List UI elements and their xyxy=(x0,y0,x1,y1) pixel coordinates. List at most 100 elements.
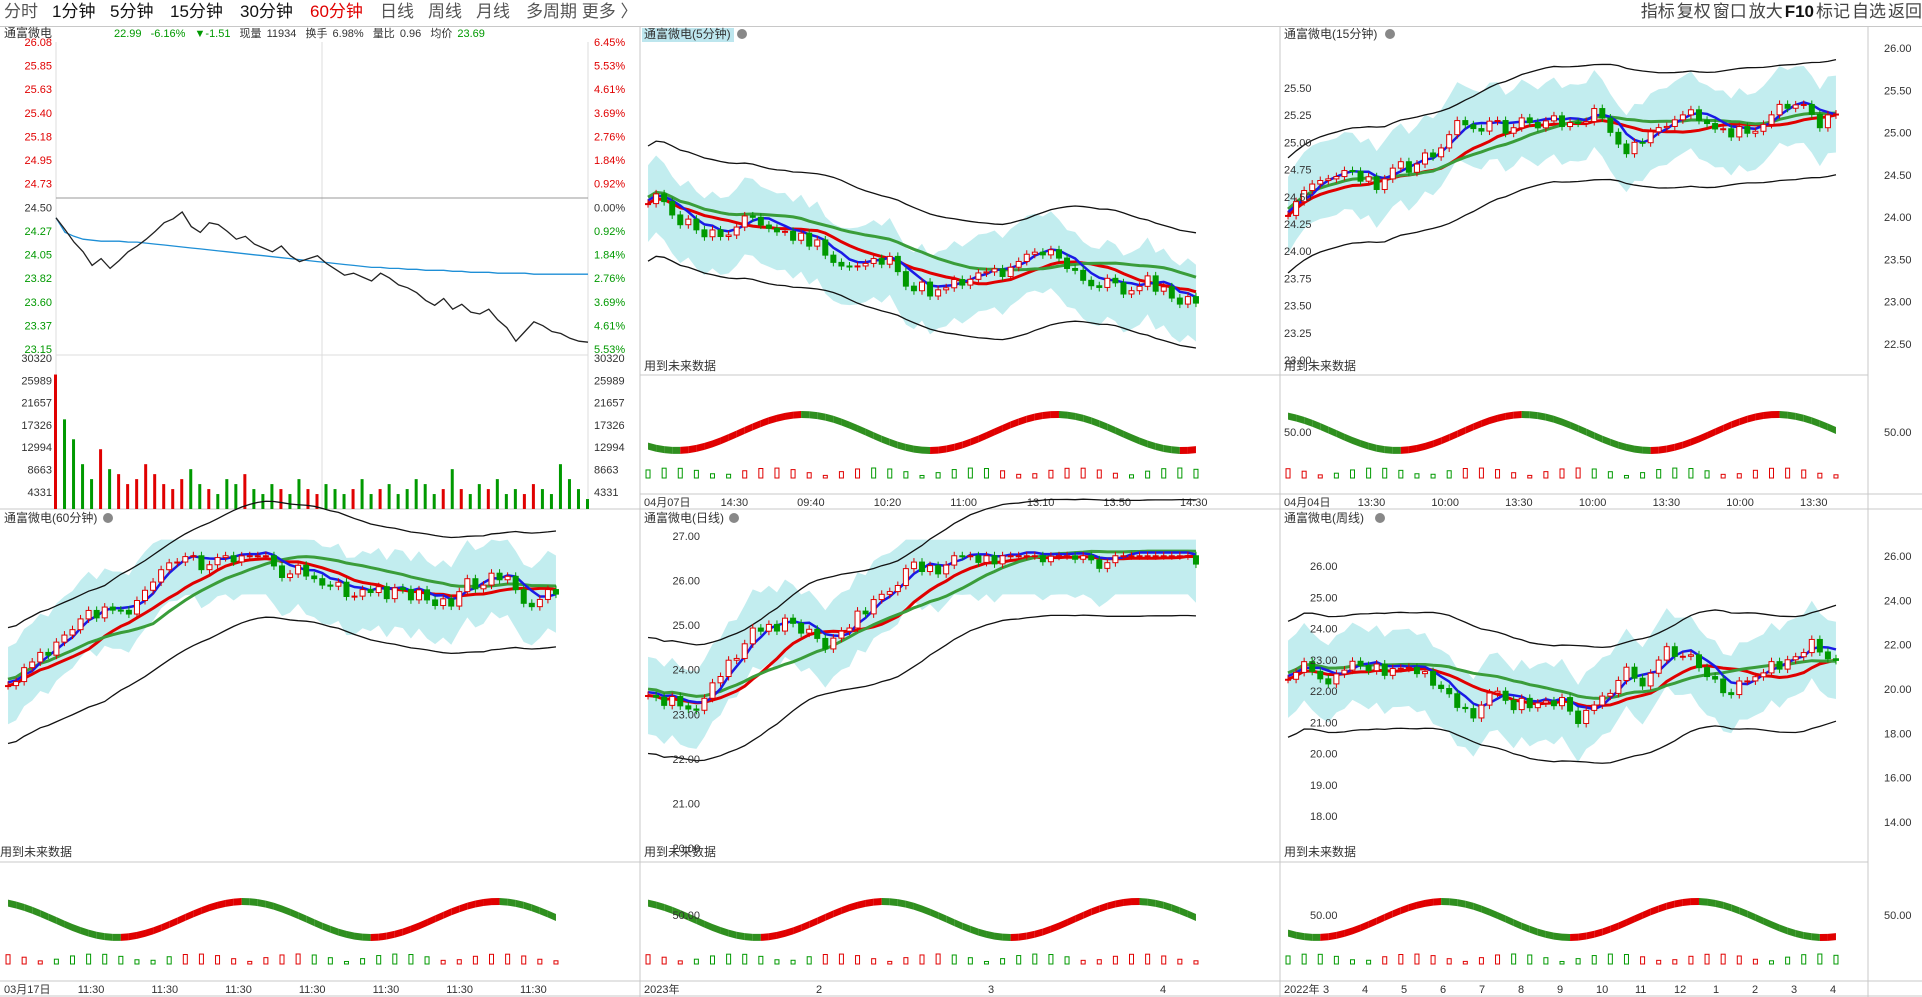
candle-body xyxy=(246,555,253,558)
menu-window[interactable]: 窗口 xyxy=(1712,2,1747,21)
panel-15min: 通富微电(15分钟) 用到未来数据 25.50 25.25 25.00 24.75 24… xyxy=(1280,26,1922,509)
candle-body xyxy=(1128,555,1135,558)
menu-watchlist[interactable]: 自选 xyxy=(1852,2,1886,21)
candle-body xyxy=(862,262,869,267)
oscillator-ribbon xyxy=(1441,434,1450,445)
intraday-price-axis-left: 26.08 25.85 25.63 25.40 25.18 24.95 24.73 24.50… xyxy=(24,37,52,356)
candle-body xyxy=(1486,692,1493,706)
candle-body xyxy=(1055,249,1062,259)
volume-tick-right: 8663 xyxy=(594,465,618,477)
menu-adjust[interactable]: 复权 xyxy=(1676,2,1711,21)
price-tick: 25.50 xyxy=(1884,85,1912,97)
oscillator-ribbon xyxy=(1497,412,1506,422)
pct-tick-right: 3.69% xyxy=(594,297,625,309)
oscillator-ribbon xyxy=(1570,933,1579,941)
candle-body xyxy=(1607,692,1614,697)
oscillator-ribbon xyxy=(1545,930,1554,940)
period-tab-15min[interactable]: 15分钟 xyxy=(170,2,223,21)
menu-f10[interactable]: F10 xyxy=(1784,2,1814,21)
oscillator-ribbon xyxy=(986,428,995,439)
candle-body xyxy=(773,227,780,233)
panel-day-dropdown-icon[interactable] xyxy=(729,513,739,523)
oscillator-bar xyxy=(871,958,877,965)
candle-body xyxy=(1679,655,1686,658)
oscillator-bar xyxy=(1656,469,1662,479)
oscillator-bar xyxy=(1382,956,1388,965)
oscillator-ribbon xyxy=(314,919,323,930)
panel-60min-dropdown-icon[interactable] xyxy=(103,513,113,523)
menu-zoom[interactable]: 放大 xyxy=(1748,2,1783,21)
candle-body xyxy=(669,201,676,216)
candle-body xyxy=(1422,671,1429,675)
panel-5min-dropdown-icon[interactable] xyxy=(737,29,747,39)
candle-body xyxy=(1591,108,1598,123)
oscillator-bar xyxy=(215,955,221,965)
candle-body xyxy=(391,587,398,600)
oscillator-ribbon xyxy=(768,931,777,941)
oscillator-ribbon xyxy=(1163,901,1172,912)
period-tab-day[interactable]: 日线 xyxy=(380,2,414,21)
oscillator-ribbon xyxy=(1425,440,1434,450)
panel-week-dropdown-icon[interactable] xyxy=(1375,513,1385,523)
oscillator-ribbon xyxy=(841,904,850,915)
lower-boll-line xyxy=(647,614,1196,762)
candle-body xyxy=(101,606,108,619)
oscillator-bar xyxy=(1349,469,1355,479)
period-tab-1min[interactable]: 1分钟 xyxy=(52,2,96,21)
candle-body xyxy=(13,681,20,687)
candle-body xyxy=(814,239,821,247)
volume-bar xyxy=(540,489,544,509)
oscillator-ribbon xyxy=(112,933,121,941)
candle-body xyxy=(1526,697,1533,709)
candle-body xyxy=(29,661,36,669)
candle-body xyxy=(1575,122,1582,125)
oscillator-ribbon xyxy=(1050,411,1059,419)
candle-body xyxy=(1023,253,1030,262)
menu-indicator[interactable]: 指标 xyxy=(1640,2,1675,21)
candle-body xyxy=(806,232,813,247)
oscillator-ribbon xyxy=(1449,430,1458,442)
time-tick: 11:30 xyxy=(299,984,326,996)
oscillator-ribbon xyxy=(720,927,729,937)
candle-body xyxy=(1744,680,1751,683)
candle-body xyxy=(1615,131,1622,145)
candle-body xyxy=(311,575,318,580)
oscillator-ribbon xyxy=(507,898,516,907)
period-tab-60min[interactable]: 60分钟 xyxy=(310,2,363,21)
period-tab-week[interactable]: 周线 xyxy=(428,2,462,21)
menu-back[interactable]: 返回 xyxy=(1888,2,1922,21)
oscillator-ribbon xyxy=(32,906,41,917)
oscillator-ribbon xyxy=(1521,922,1530,933)
time-tick: 13:30 xyxy=(1800,497,1828,509)
period-tab-fenshi[interactable]: 分时 xyxy=(4,2,38,21)
oscillator-bar xyxy=(311,954,317,965)
candle-body xyxy=(935,565,942,575)
oscillator-ribbon xyxy=(1819,933,1828,941)
oscillator-ribbon xyxy=(954,441,963,451)
period-tab-month[interactable]: 月线 xyxy=(476,2,510,21)
candle-body xyxy=(1623,666,1630,681)
oscillator-ribbon xyxy=(1026,413,1035,423)
period-tab-more[interactable]: 多周期 更多 〉 xyxy=(526,2,638,21)
candle-body xyxy=(222,555,229,559)
oscillator-ribbon xyxy=(1666,900,1675,910)
price-tick: 24.00 xyxy=(1284,246,1312,258)
period-tab-5min[interactable]: 5分钟 xyxy=(110,2,154,21)
oscillator-ribbon xyxy=(402,925,411,936)
oscillator-ribbon xyxy=(1328,426,1337,438)
time-tick: 11:30 xyxy=(373,984,400,996)
candle-body xyxy=(1639,141,1646,144)
oscillator-bar xyxy=(1446,958,1452,965)
oscillator-ribbon xyxy=(1360,440,1369,450)
oscillator-ribbon xyxy=(531,904,540,915)
panel-15min-dropdown-icon[interactable] xyxy=(1385,29,1395,39)
oscillator-ribbon xyxy=(1505,915,1514,927)
oscillator-bar xyxy=(1349,959,1355,965)
volume-bar xyxy=(414,479,418,509)
period-tab-30min[interactable]: 30分钟 xyxy=(240,2,293,21)
panel-week-price-axis: 26.00 25.00 24.00 23.00 22.00 21.00 20.00 19.00… xyxy=(1310,561,1338,922)
oscillator-ribbon xyxy=(1715,424,1724,436)
oscillator-ribbon xyxy=(475,899,484,908)
menu-mark[interactable]: 标记 xyxy=(1816,2,1850,21)
candle-body xyxy=(335,581,342,587)
